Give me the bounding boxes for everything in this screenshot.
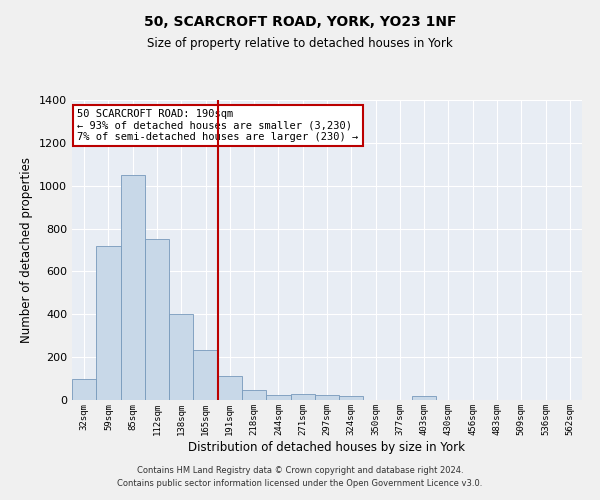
Bar	[218, 376, 242, 400]
Bar	[96, 246, 121, 400]
Bar	[145, 240, 169, 400]
Text: Size of property relative to detached houses in York: Size of property relative to detached ho…	[147, 38, 453, 51]
Bar	[266, 394, 290, 400]
Bar	[121, 175, 145, 400]
Text: 50, SCARCROFT ROAD, YORK, YO23 1NF: 50, SCARCROFT ROAD, YORK, YO23 1NF	[144, 15, 456, 29]
Bar	[412, 396, 436, 400]
Text: Contains HM Land Registry data © Crown copyright and database right 2024.
Contai: Contains HM Land Registry data © Crown c…	[118, 466, 482, 487]
Bar	[72, 378, 96, 400]
Bar	[315, 394, 339, 400]
Bar	[193, 350, 218, 400]
Text: 50 SCARCROFT ROAD: 190sqm
← 93% of detached houses are smaller (3,230)
7% of sem: 50 SCARCROFT ROAD: 190sqm ← 93% of detac…	[77, 109, 358, 142]
X-axis label: Distribution of detached houses by size in York: Distribution of detached houses by size …	[188, 440, 466, 454]
Bar	[242, 390, 266, 400]
Bar	[339, 396, 364, 400]
Bar	[290, 394, 315, 400]
Bar	[169, 314, 193, 400]
Y-axis label: Number of detached properties: Number of detached properties	[20, 157, 34, 343]
